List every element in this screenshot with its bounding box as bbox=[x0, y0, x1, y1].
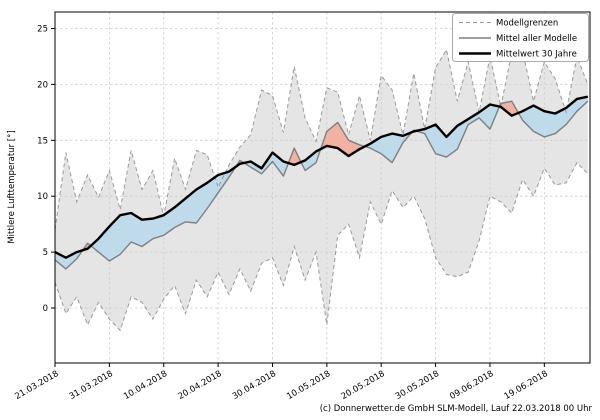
legend-label: Modellgrenzen bbox=[496, 19, 558, 29]
footer-credit: (c) Donnerwetter.de GmbH SLM-Modell, Lau… bbox=[320, 404, 593, 414]
y-tick-label: 20 bbox=[37, 80, 48, 90]
legend-label: Mittel aller Modelle bbox=[496, 34, 577, 44]
model-range-band-fill bbox=[55, 49, 588, 331]
y-tick-label: 15 bbox=[37, 136, 48, 146]
colder-than-normal-fill bbox=[518, 96, 588, 137]
colder-than-normal-fill bbox=[90, 166, 236, 261]
gridlines bbox=[55, 12, 590, 363]
model-max-line bbox=[54, 48, 589, 230]
y-tick-label: 0 bbox=[43, 304, 48, 314]
model-mean-line bbox=[54, 100, 589, 270]
y-tick-label: 10 bbox=[37, 192, 48, 202]
model-range-edges bbox=[54, 48, 589, 332]
colder-than-normal-fill bbox=[364, 132, 413, 163]
colder-than-normal-fill bbox=[55, 250, 83, 269]
plot-border bbox=[54, 11, 591, 364]
warmer-than-normal-fill bbox=[288, 148, 301, 165]
legend: Modellgrenzen Mittel aller Modelle Mittelw… bbox=[452, 13, 589, 62]
data-lines bbox=[54, 95, 589, 270]
model-min-line bbox=[54, 161, 589, 332]
mean-30y-line bbox=[54, 95, 589, 259]
y-tick-label: 25 bbox=[37, 25, 48, 35]
legend-box bbox=[452, 13, 589, 62]
colder-than-normal-fill bbox=[301, 149, 321, 171]
model-range-band bbox=[55, 49, 588, 331]
warmer-than-normal-fill bbox=[320, 122, 365, 156]
colder-than-normal-fill bbox=[243, 152, 289, 177]
y-axis-label: Mittlere Lufttemperatur [°] bbox=[7, 130, 17, 243]
axes bbox=[51, 11, 591, 367]
legend-label: Mittelwert 30 Jahre bbox=[496, 50, 577, 60]
y-tick-label: 5 bbox=[43, 248, 48, 258]
